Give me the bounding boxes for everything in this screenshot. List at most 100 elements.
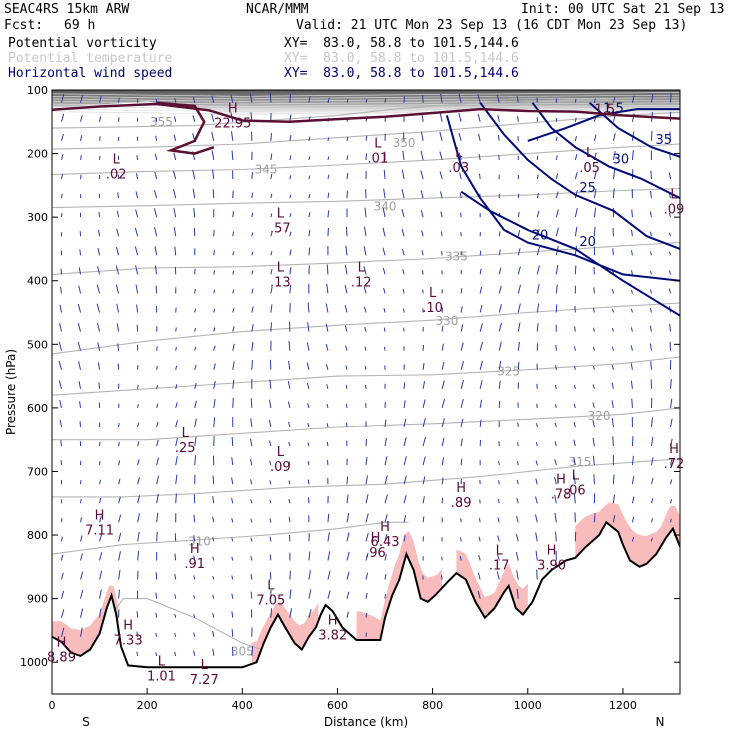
wind-vector [497,114,500,122]
wind-vector [384,574,387,580]
field-name-pv: Potential vorticity [8,36,157,51]
wind-vector [460,306,463,313]
wind-vector [498,380,501,389]
wind-vector [135,265,139,275]
wind-vector [497,535,500,542]
wind-vector [232,289,235,294]
wind-vector [212,169,215,180]
wind-vector [383,307,386,313]
wind-vector [307,479,310,485]
wind-vector [383,287,386,294]
wind-vector [154,227,158,237]
wind-vector [288,480,291,485]
wind-vector [384,346,386,351]
wind-vector [536,210,540,218]
wind-vector [289,267,292,275]
wind-vector [232,397,234,408]
wind-vector [327,210,330,218]
wind-vector [270,133,272,141]
wind-vector [79,401,82,408]
wind-vector [401,208,405,218]
wind-vector [212,496,215,504]
wind-vector [270,153,273,161]
wind-contour [588,101,680,158]
wind-vector [515,533,519,542]
wind-vector [422,496,425,504]
wind-vector [421,230,424,237]
wind-vector [136,304,139,313]
wind-vector [137,477,140,485]
extremum-value: .96 [365,546,386,561]
wind-vector [631,536,635,542]
wind-vector [555,384,557,389]
field-name-theta: Potential temperature [8,51,173,66]
wind-vector [308,229,311,237]
wind-vector [193,650,196,656]
wind-vector [308,212,311,218]
wind-vector [668,212,671,218]
wind-vector [440,231,443,237]
wind-vector [346,513,350,523]
wind-vector [192,169,196,180]
wind-vector [327,513,330,523]
wind-vector [80,535,83,542]
wind-vector [231,611,234,618]
wind-vector [439,131,443,141]
wind-vector [402,269,405,275]
wind-vector [156,365,158,370]
wind-vector [344,264,348,275]
wind-vector [401,249,405,256]
wind-vector [592,420,595,428]
wind-vector [118,570,121,580]
wind-vector [535,496,538,504]
wind-vector [460,361,464,370]
wind-vector [497,134,500,141]
wind-vector [137,422,140,428]
wind-vector [479,360,483,370]
wind-vector [478,173,481,180]
wind-vector [154,171,158,180]
wind-vector [156,457,160,466]
wind-vector [364,365,367,370]
wind-vector [611,400,614,408]
wind-vector [554,476,557,485]
extremum-high-marker: H [371,531,381,546]
moisture-region [251,601,319,666]
wind-vector [574,171,578,180]
theta-contour [52,97,680,129]
wind-vector [251,192,254,199]
wind-vector [669,232,671,237]
endpoint-right: N [656,715,665,729]
extremum-low-marker: L [586,146,594,161]
wind-vector [649,231,652,237]
wind-vector [459,192,462,199]
wind-vector [213,289,216,294]
wind-vector [460,537,462,542]
wind-vector [194,346,197,351]
wind-vector [439,112,443,122]
wind-vector [402,288,405,294]
wind-vector [498,480,500,485]
wind-vector [669,131,671,141]
wind-vector [212,189,215,199]
wind-vector [402,150,405,161]
wind-vector [420,150,424,161]
wind-vector [346,494,349,504]
theta-contour-label: 355 [150,115,173,129]
stratosphere-shading [52,90,680,119]
wind-vector [477,590,481,599]
wind-vector [174,633,177,637]
wind-vector [631,496,635,504]
wind-vector [593,134,597,141]
wind-vector [535,478,538,485]
wind-vector [365,475,369,485]
wind-vector [631,209,633,218]
extremum-value: .12 [351,276,372,291]
wind-vector [289,175,292,180]
wind-vector [555,136,558,141]
wind-vector [251,341,254,351]
wind-contour-label: 20 [579,235,596,250]
wind-vector [611,364,614,370]
wind-vector [458,152,462,161]
wind-vector [402,308,405,313]
